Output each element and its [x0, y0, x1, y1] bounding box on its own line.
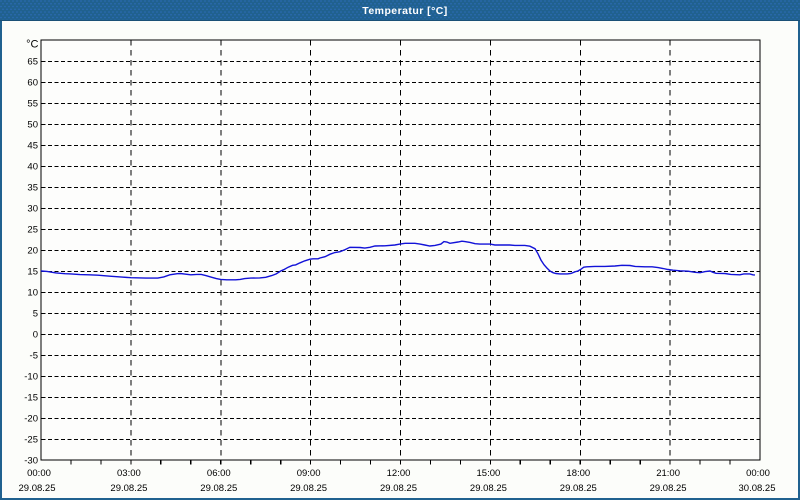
svg-text:29.08.25: 29.08.25 [650, 483, 687, 494]
svg-text:21:00: 21:00 [656, 468, 680, 479]
svg-text:50: 50 [27, 120, 38, 131]
svg-text:°C: °C [26, 39, 38, 51]
svg-text:5: 5 [33, 309, 38, 320]
svg-text:-25: -25 [24, 435, 38, 446]
svg-text:-30: -30 [24, 456, 38, 467]
svg-text:65: 65 [27, 57, 38, 68]
svg-text:09:00: 09:00 [297, 468, 321, 479]
svg-text:15:00: 15:00 [477, 468, 501, 479]
svg-text:-15: -15 [24, 393, 38, 404]
svg-text:30.08.25: 30.08.25 [739, 483, 776, 494]
svg-text:40: 40 [27, 162, 38, 173]
svg-text:Temperatur [°C]: Temperatur [°C] [362, 5, 447, 17]
svg-text:03:00: 03:00 [117, 468, 141, 479]
svg-text:35: 35 [27, 183, 38, 194]
svg-text:00:00: 00:00 [27, 468, 51, 479]
svg-text:20: 20 [27, 246, 38, 257]
svg-text:60: 60 [27, 78, 38, 89]
svg-text:29.08.25: 29.08.25 [380, 483, 417, 494]
svg-text:29.08.25: 29.08.25 [19, 483, 56, 494]
svg-text:-5: -5 [30, 351, 38, 362]
svg-text:-20: -20 [24, 414, 38, 425]
svg-text:15: 15 [27, 267, 38, 278]
svg-text:0: 0 [33, 330, 38, 341]
svg-text:29.08.25: 29.08.25 [200, 483, 237, 494]
svg-text:30: 30 [27, 204, 38, 215]
svg-text:-10: -10 [24, 372, 38, 383]
svg-text:45: 45 [27, 141, 38, 152]
svg-text:10: 10 [27, 288, 38, 299]
svg-text:29.08.25: 29.08.25 [290, 483, 327, 494]
svg-text:55: 55 [27, 99, 38, 110]
svg-text:00:00: 00:00 [746, 468, 770, 479]
svg-text:25: 25 [27, 225, 38, 236]
svg-text:29.08.25: 29.08.25 [470, 483, 507, 494]
svg-text:12:00: 12:00 [387, 468, 411, 479]
svg-text:18:00: 18:00 [566, 468, 590, 479]
svg-text:29.08.25: 29.08.25 [110, 483, 147, 494]
svg-text:06:00: 06:00 [207, 468, 231, 479]
svg-text:29.08.25: 29.08.25 [560, 483, 597, 494]
